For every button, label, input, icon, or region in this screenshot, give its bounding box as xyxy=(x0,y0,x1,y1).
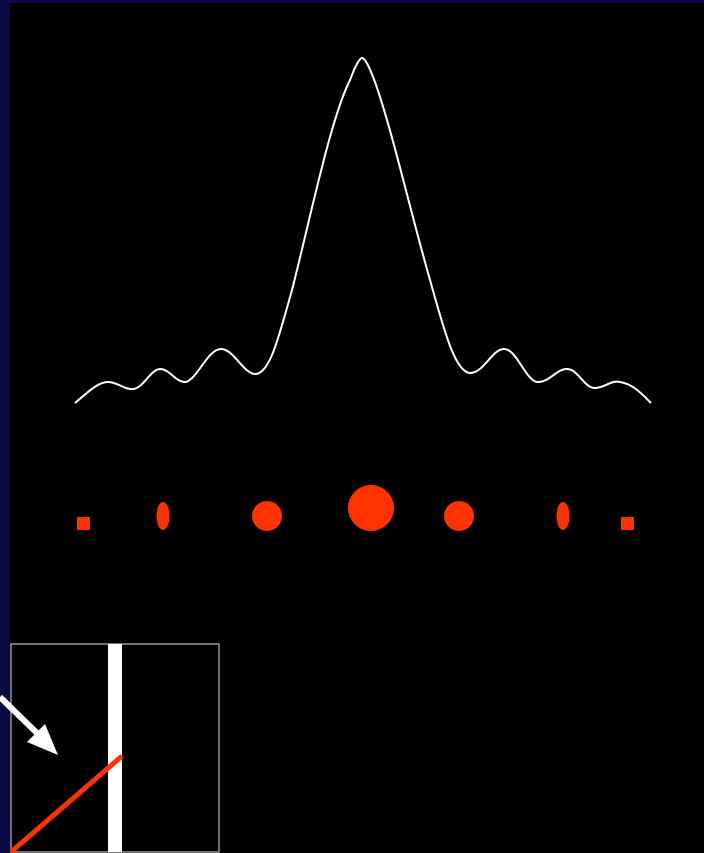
spot xyxy=(621,517,634,530)
spot xyxy=(77,517,90,530)
background xyxy=(0,0,704,853)
slit xyxy=(108,644,122,852)
spot xyxy=(348,485,394,531)
spot xyxy=(444,501,474,531)
top-border xyxy=(0,0,704,3)
spot xyxy=(557,502,570,530)
spot xyxy=(157,502,170,530)
spot xyxy=(252,501,282,531)
left-border xyxy=(0,0,10,853)
diagram xyxy=(0,0,704,853)
